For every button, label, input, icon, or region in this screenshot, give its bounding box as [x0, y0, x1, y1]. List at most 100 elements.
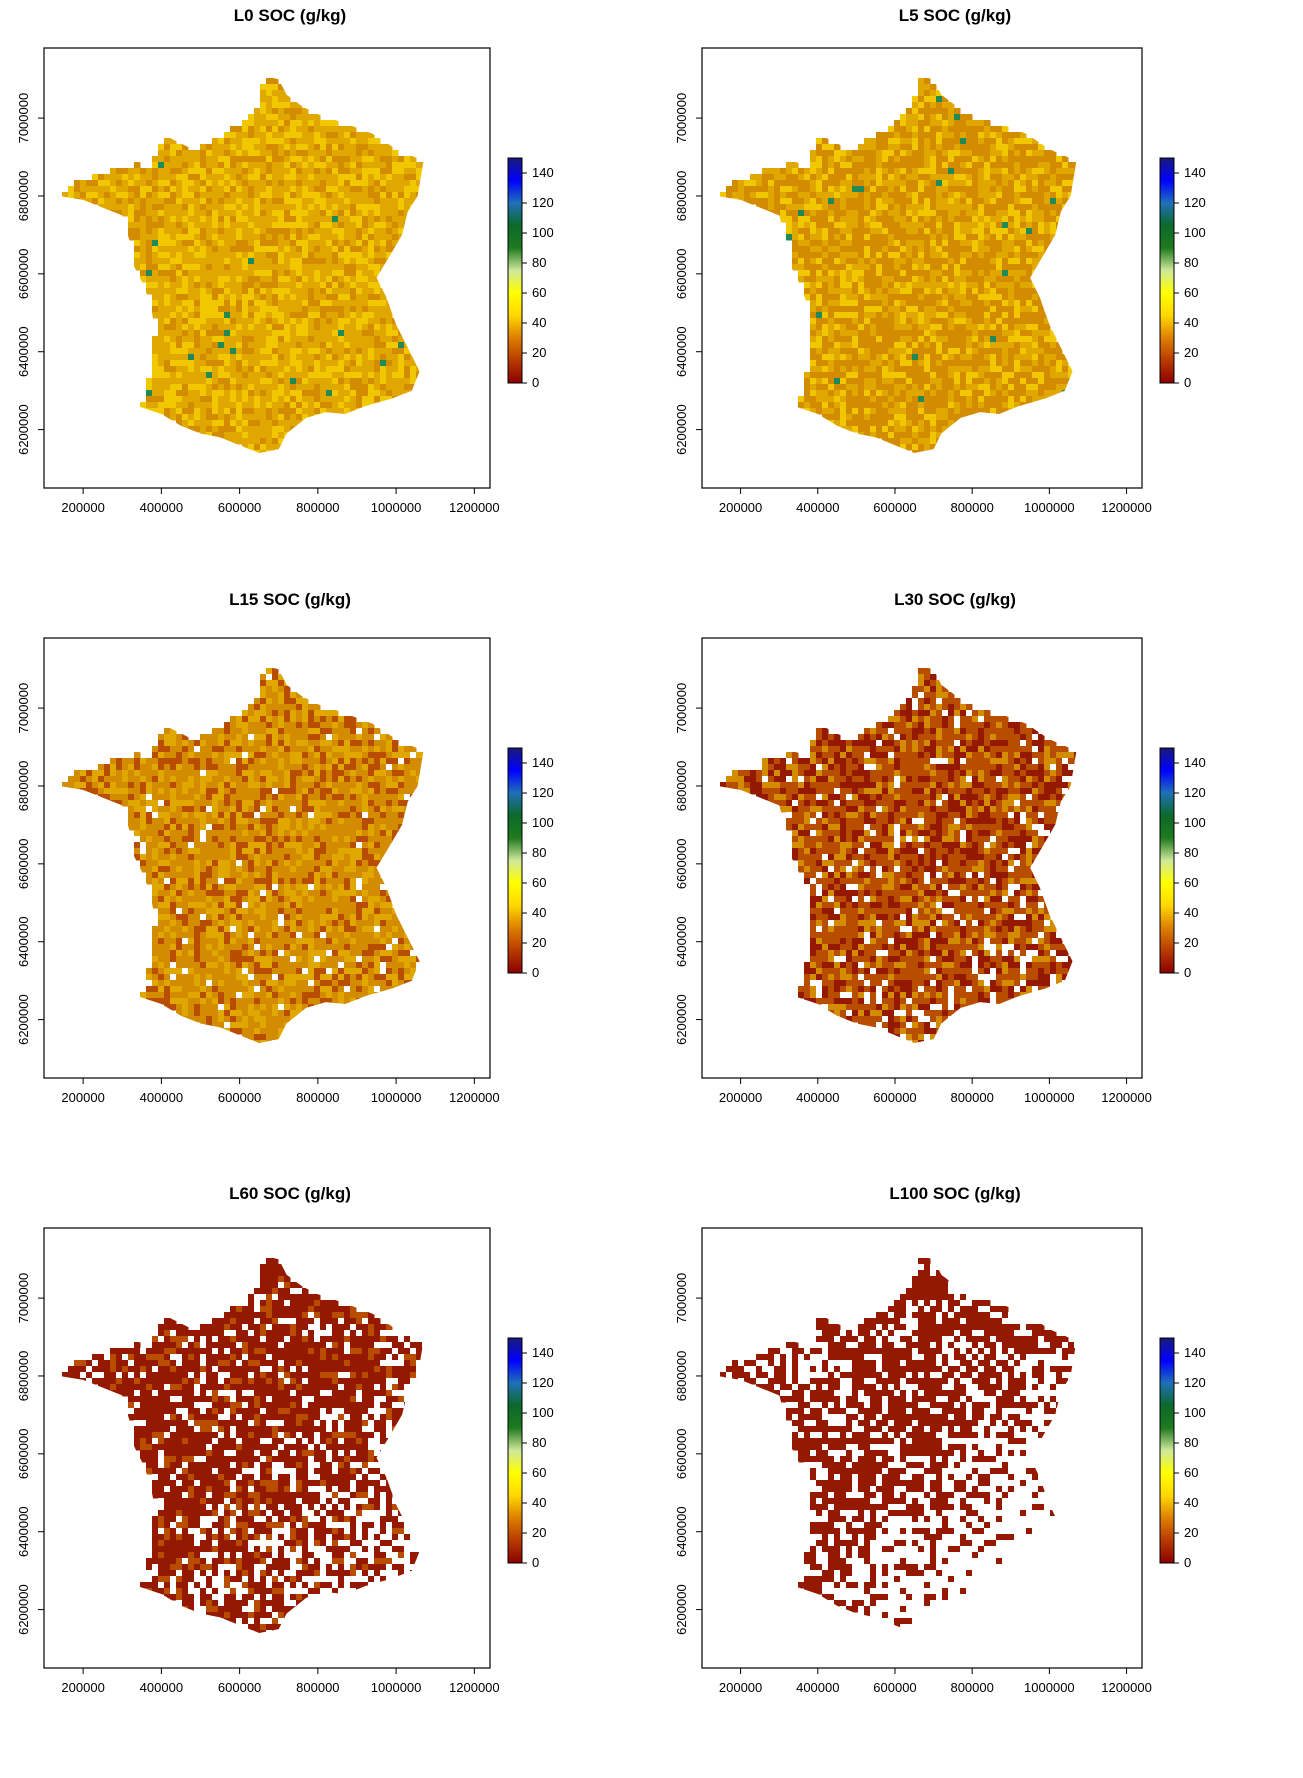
colorbar-tick-label: 140 [532, 755, 554, 770]
x-tick-label: 200000 [61, 1090, 104, 1105]
colorbar-tick-label: 120 [1184, 785, 1206, 800]
y-tick-label: 6600000 [16, 839, 31, 890]
x-tick-label: 600000 [873, 1090, 916, 1105]
x-tick-label: 1000000 [1024, 1090, 1075, 1105]
x-tick-label: 1200000 [449, 1090, 500, 1105]
x-tick-label: 200000 [61, 1680, 104, 1695]
y-tick-label: 6200000 [16, 1584, 31, 1635]
colorbar-tick-label: 80 [532, 845, 546, 860]
y-tick-label: 6400000 [16, 916, 31, 967]
y-tick-label: 6600000 [674, 1429, 689, 1480]
y-tick-label: 6600000 [16, 249, 31, 300]
colorbar-tick-label: 20 [1184, 935, 1198, 950]
y-tick-label: 6400000 [674, 1506, 689, 1557]
colorbar-tick-label: 60 [532, 875, 546, 890]
x-tick-label: 800000 [950, 500, 993, 515]
panel-title: L60 SOC (g/kg) [0, 1184, 580, 1204]
colorbar-tick-label: 120 [532, 1375, 554, 1390]
y-tick-label: 6800000 [674, 171, 689, 222]
x-tick-label: 1200000 [449, 1680, 500, 1695]
colorbar [1160, 158, 1174, 383]
x-tick-label: 1200000 [1101, 1680, 1152, 1695]
y-tick-label: 6800000 [16, 1351, 31, 1402]
colorbar-tick-label: 140 [1184, 165, 1206, 180]
colorbar-tick-label: 120 [1184, 195, 1206, 210]
x-tick-label: 1000000 [371, 1090, 422, 1105]
y-tick-label: 6800000 [16, 171, 31, 222]
colorbar-tick-label: 40 [1184, 905, 1198, 920]
x-tick-label: 200000 [719, 1090, 762, 1105]
y-tick-label: 6200000 [16, 994, 31, 1045]
colorbar-tick-label: 100 [1184, 225, 1206, 240]
colorbar-tick-label: 20 [532, 345, 546, 360]
panel-title: L5 SOC (g/kg) [650, 6, 1260, 26]
colorbar-tick-label: 80 [1184, 255, 1198, 270]
colorbar-tick-label: 0 [532, 965, 539, 980]
map-chart: 200000 400000 600000 800000 1000000 1200000 62… [650, 1180, 1303, 1773]
colorbar [508, 748, 522, 973]
x-tick-label: 800000 [950, 1680, 993, 1695]
colorbar-tick-label: 0 [1184, 375, 1191, 390]
colorbar-tick-label: 100 [532, 815, 554, 830]
y-tick-label: 7000000 [674, 93, 689, 144]
x-tick-label: 1000000 [1024, 500, 1075, 515]
colorbar [1160, 748, 1174, 973]
map-chart: 200000 400000 600000 800000 1000000 1200000 62… [0, 590, 650, 1180]
colorbar [508, 158, 522, 383]
colorbar-tick-label: 0 [1184, 1555, 1191, 1570]
colorbar-tick-label: 80 [1184, 845, 1198, 860]
y-tick-label: 7000000 [674, 1273, 689, 1324]
x-tick-label: 200000 [719, 500, 762, 515]
panel-l15: L15 SOC (g/kg) 200000 400000 600000 800000 1… [0, 590, 650, 1180]
colorbar-tick-label: 60 [532, 285, 546, 300]
x-tick-label: 600000 [873, 500, 916, 515]
y-tick-label: 6600000 [16, 1429, 31, 1480]
colorbar-tick-label: 40 [532, 1495, 546, 1510]
colorbar [508, 1338, 522, 1563]
y-tick-label: 6400000 [674, 916, 689, 967]
x-tick-label: 400000 [796, 1680, 839, 1695]
x-tick-label: 1200000 [449, 500, 500, 515]
colorbar-tick-label: 20 [532, 1525, 546, 1540]
y-tick-label: 6800000 [16, 761, 31, 812]
colorbar-tick-label: 100 [1184, 1405, 1206, 1420]
panel-title: L15 SOC (g/kg) [0, 590, 580, 610]
x-tick-label: 1200000 [1101, 1090, 1152, 1105]
colorbar-tick-label: 20 [1184, 345, 1198, 360]
x-tick-label: 600000 [873, 1680, 916, 1695]
x-tick-label: 800000 [950, 1090, 993, 1105]
colorbar-tick-label: 140 [1184, 755, 1206, 770]
x-tick-label: 600000 [218, 500, 261, 515]
x-tick-label: 800000 [296, 500, 339, 515]
x-tick-label: 400000 [140, 500, 183, 515]
colorbar-tick-label: 80 [532, 255, 546, 270]
y-tick-label: 6600000 [674, 839, 689, 890]
colorbar-tick-label: 0 [532, 1555, 539, 1570]
y-tick-label: 6400000 [674, 326, 689, 377]
x-tick-label: 200000 [719, 1680, 762, 1695]
x-tick-label: 400000 [796, 1090, 839, 1105]
x-tick-label: 600000 [218, 1090, 261, 1105]
x-tick-label: 800000 [296, 1680, 339, 1695]
colorbar-tick-label: 140 [532, 165, 554, 180]
y-tick-label: 7000000 [16, 93, 31, 144]
x-tick-label: 1000000 [371, 500, 422, 515]
x-tick-label: 400000 [140, 1090, 183, 1105]
x-tick-label: 800000 [296, 1090, 339, 1105]
x-tick-label: 1000000 [371, 1680, 422, 1695]
y-tick-label: 6200000 [674, 1584, 689, 1635]
colorbar-tick-label: 20 [532, 935, 546, 950]
y-tick-label: 6200000 [674, 994, 689, 1045]
x-tick-label: 1200000 [1101, 500, 1152, 515]
x-tick-label: 1000000 [1024, 1680, 1075, 1695]
colorbar [1160, 1338, 1174, 1563]
y-tick-label: 6600000 [674, 249, 689, 300]
x-tick-label: 600000 [218, 1680, 261, 1695]
panel-title: L30 SOC (g/kg) [650, 590, 1260, 610]
colorbar-tick-label: 40 [1184, 315, 1198, 330]
